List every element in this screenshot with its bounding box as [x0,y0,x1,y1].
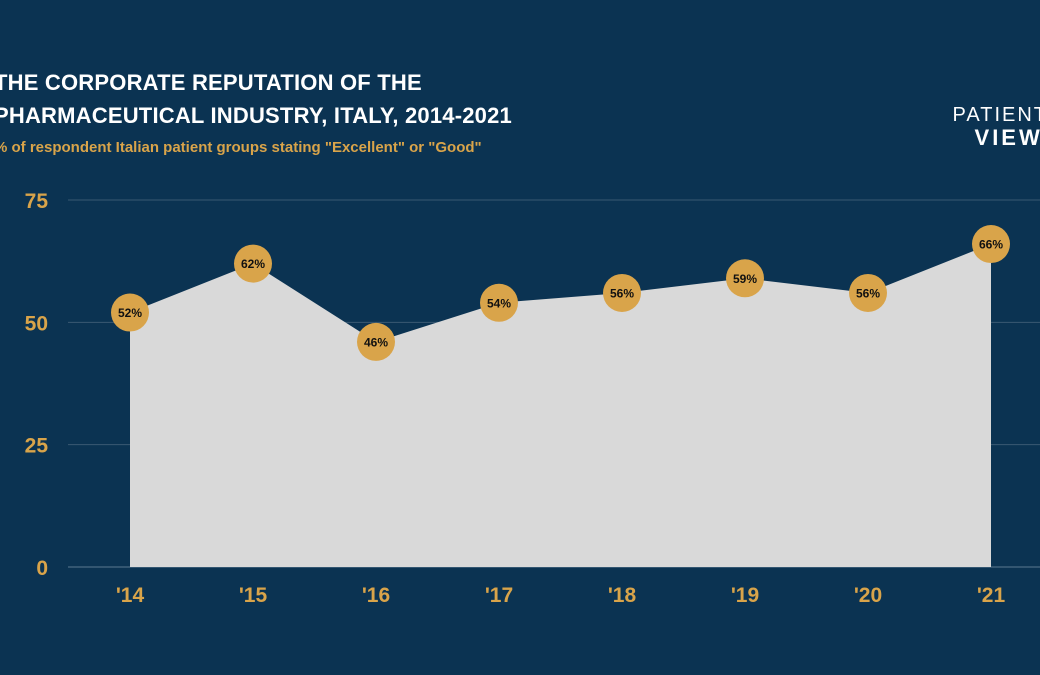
area-fill [130,244,991,568]
data-point-marker [234,244,272,283]
data-point-marker [357,322,395,361]
data-point-marker [603,273,641,312]
data-label: 52% [118,306,142,320]
y-tick-label: 50 [25,312,48,335]
logo-line-2: VIEW [974,125,1040,150]
y-axis-tick-labels: 0 25 50 75 [25,190,49,580]
x-tick-label: '15 [239,584,268,607]
data-label: 66% [979,238,1003,252]
data-point: 56% [849,273,887,312]
data-point: 56% [603,273,641,312]
data-label: 56% [610,286,634,300]
data-point: 54% [480,283,518,322]
x-tick-label: '14 [116,584,145,607]
chart-title: THE CORPORATE REPUTATION OF THE PHARMACE… [0,66,512,132]
chart-subtitle: % of respondent Italian patient groups s… [0,139,482,156]
x-axis-tick-labels: '14 '15 '16 '17 '18 '19 '20 '21 [116,584,1006,607]
data-point-marker [111,293,149,332]
data-label: 54% [487,296,511,310]
x-tick-label: '21 [977,584,1006,607]
patientview-logo: PATIENT VIEW [953,104,1040,151]
x-tick-label: '16 [362,584,390,607]
x-tick-label: '20 [854,584,882,607]
area-series [130,244,991,568]
y-tick-label: 0 [36,557,48,580]
data-label: 46% [364,335,388,349]
x-tick-label: '17 [485,584,513,607]
chart-title-line-1: THE CORPORATE REPUTATION OF THE [0,70,422,95]
data-point: 62% [234,244,272,283]
data-label: 62% [241,257,265,271]
data-point: 52% [111,293,149,332]
data-point-marker [972,225,1010,264]
data-point-marker [849,273,887,312]
chart-title-line-2: PHARMACEUTICAL INDUSTRY, ITALY, 2014-202… [0,103,512,128]
data-point-marker [480,283,518,322]
data-points: 52% 62% 46% 54% 56% 59% 56% 66% [111,225,1010,361]
data-point: 66% [972,225,1010,264]
y-tick-label: 25 [25,435,49,458]
y-tick-label: 75 [25,190,49,213]
data-point: 46% [357,322,395,361]
x-tick-label: '18 [608,584,637,607]
data-point: 59% [726,259,764,298]
x-tick-label: '19 [731,584,759,607]
data-label: 56% [856,286,880,300]
data-point-marker [726,259,764,298]
logo-line-1: PATIENT [952,104,1040,126]
data-label: 59% [733,272,757,286]
